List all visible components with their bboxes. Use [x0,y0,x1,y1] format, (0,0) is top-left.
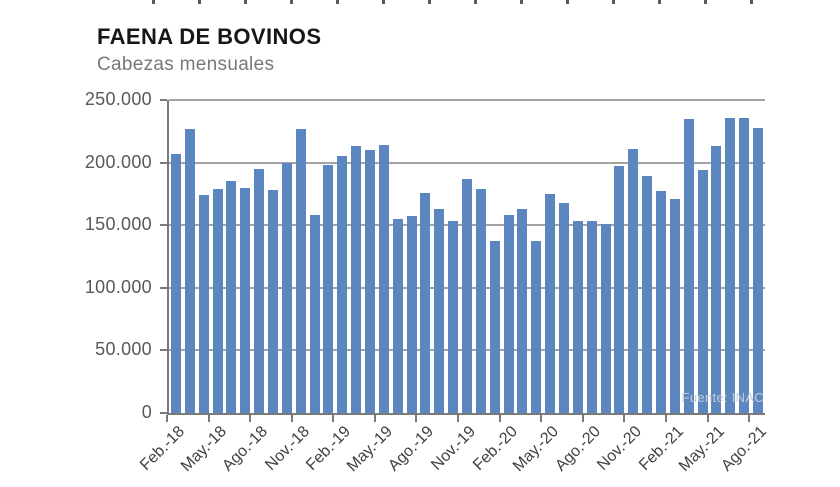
bar-May-18 [212,188,223,413]
bar-Ene-21 [656,191,667,413]
bar-Sep-19 [434,208,445,413]
bar-May-19 [378,145,389,413]
bar-Feb-18 [170,153,181,413]
gridline-200.000 [169,161,765,164]
x-axis-tick [373,415,376,422]
y-axis-tick [160,99,167,101]
y-axis-label: 150.000 [84,214,152,235]
source-note: Fuente: INAC [681,390,764,405]
bar-Jul-21 [739,117,750,413]
bar-May-21 [711,146,722,413]
y-axis-tick [160,286,167,289]
y-axis-label: 100.000 [84,276,152,297]
bar-Ago-19 [420,192,431,413]
chart-subtitle: Cabezas mensuales [97,54,275,75]
x-axis-tick [498,415,501,422]
x-axis-tick [249,415,252,422]
x-axis-tick [166,415,168,422]
bar-Ene-19 [323,165,334,413]
bar-May-20 [545,193,556,413]
y-axis-label: 200.000 [84,151,152,172]
bar-Ago-21 [753,127,764,413]
gridline-250.000 [169,99,765,101]
x-axis-tick [290,415,293,422]
bar-Feb-19 [337,156,348,413]
bar-Oct-19 [448,221,459,413]
bar-Nov-18 [295,128,306,413]
bar-Oct-20 [614,166,625,413]
y-axis-tick [160,161,167,164]
bar-Mar-20 [517,208,528,413]
x-axis-tick [664,415,667,422]
bar-Jul-19 [406,216,417,413]
bar-Ago-20 [586,221,597,413]
plot-area: Fuente: INAC [167,99,765,415]
x-axis-tick [706,415,709,422]
bar-Jul-18 [240,187,251,413]
y-axis-label: 0 [141,402,152,422]
bar-Abr-20 [531,241,542,413]
bar-Jul-20 [572,221,583,413]
bar-Jun-19 [392,218,403,413]
x-axis-tick [581,415,584,422]
y-axis-label: 50.000 [95,339,152,360]
bar-Ene-20 [489,241,500,413]
x-axis-tick [207,415,210,422]
bar-Dic-18 [309,215,320,413]
x-axis-tick [623,415,626,422]
x-axis-tick [332,415,335,422]
y-axis-tick [160,412,167,414]
bar-Dic-19 [475,188,486,413]
bar-Sep-18 [267,190,278,413]
bar-Abr-19 [364,150,375,413]
bar-Jun-21 [725,117,736,413]
y-axis-tick [160,224,167,227]
x-axis-tick [748,415,751,422]
x-axis-tick [457,415,460,422]
bar-Abr-18 [198,195,209,413]
bar-Dic-20 [642,176,653,413]
bar-Feb-20 [503,215,514,413]
bar-Sep-20 [600,223,611,413]
bar-Ago-18 [254,168,265,413]
bar-Oct-18 [281,162,292,413]
chart-title: FAENA DE BOVINOS [97,24,322,49]
bar-Mar-18 [184,128,195,413]
cropped-text-fragments [152,0,772,4]
y-axis-label: 250.000 [84,89,152,109]
bar-Abr-21 [697,170,708,413]
bar-Mar-21 [683,118,694,413]
bar-Nov-20 [628,148,639,413]
x-axis-tick [540,415,543,422]
bar-Nov-19 [462,178,472,413]
bar-Jun-18 [226,181,237,413]
bar-Jun-20 [559,202,570,413]
y-axis-tick [160,349,167,352]
bar-Mar-19 [351,146,362,413]
bar-Feb-21 [669,198,680,413]
x-axis-tick [415,415,418,422]
